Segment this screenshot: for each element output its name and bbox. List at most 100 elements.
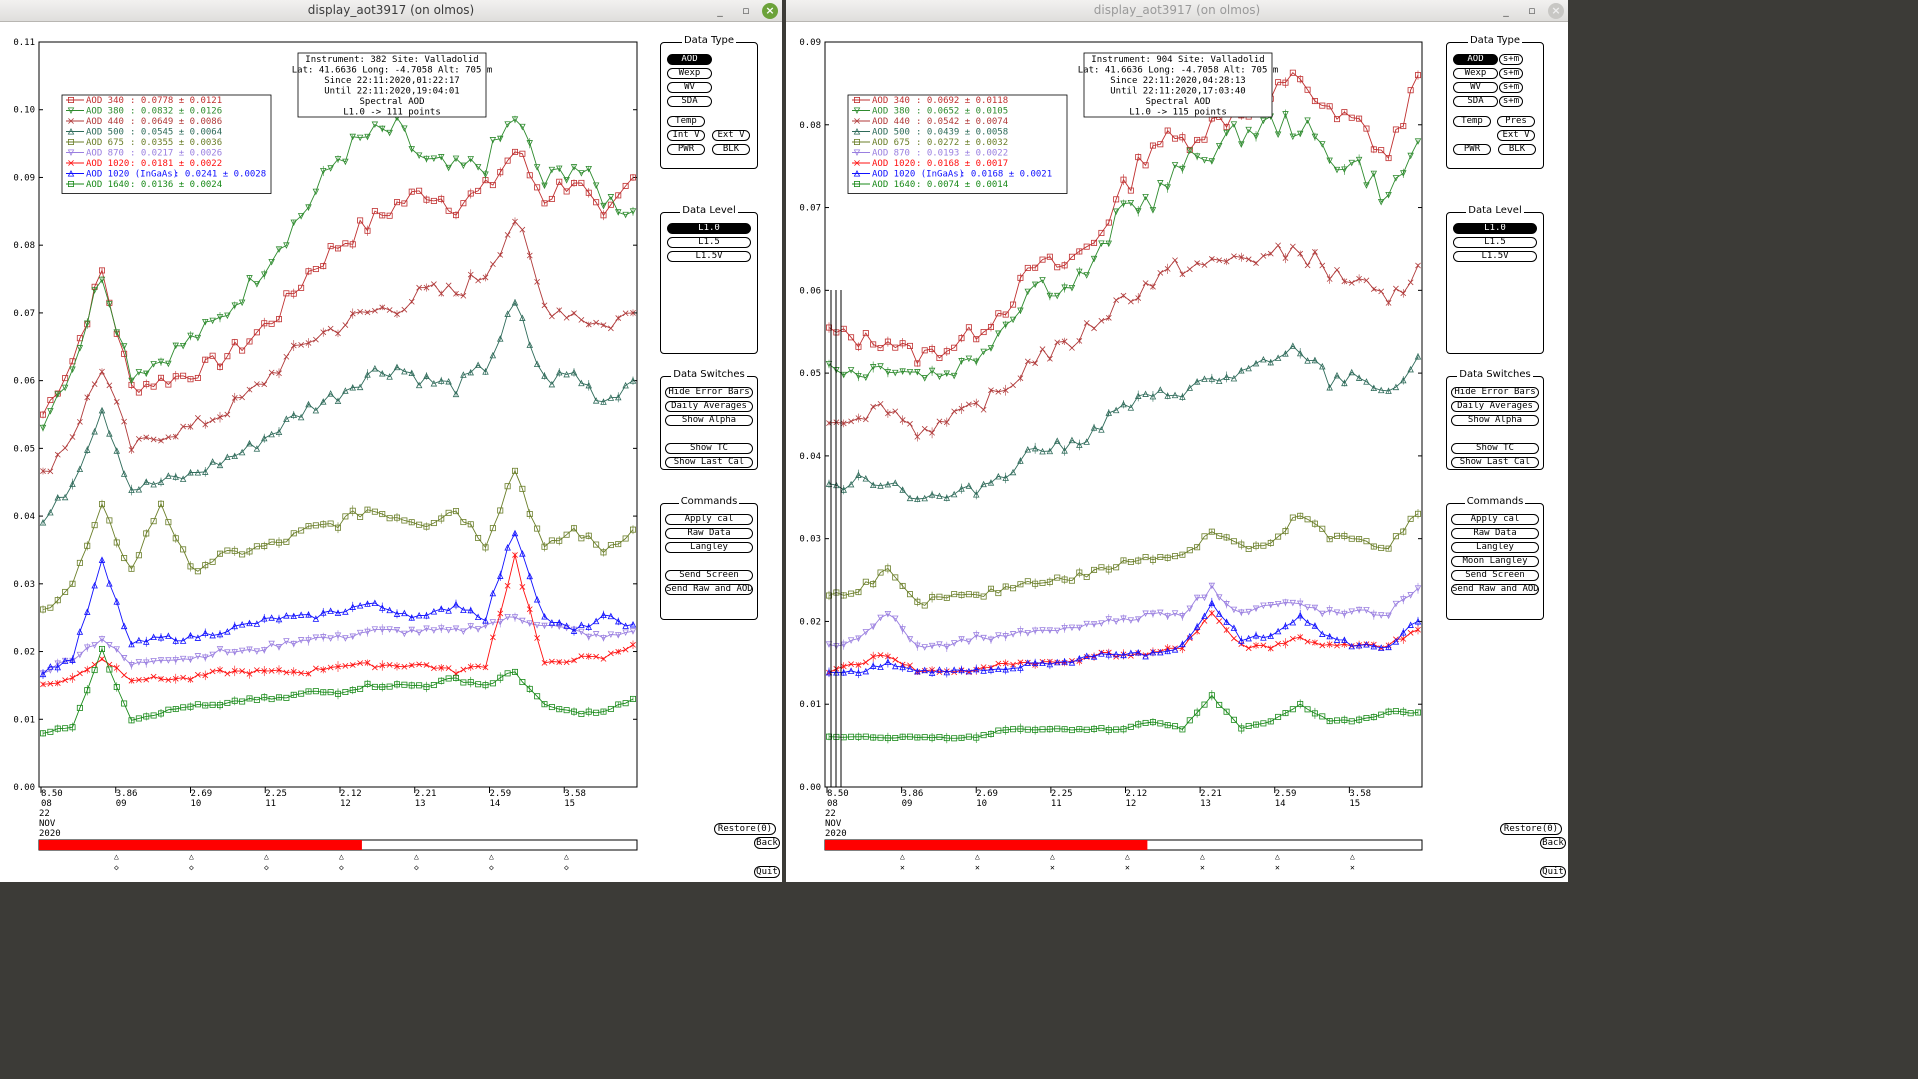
data-level-button[interactable]: L1.0 bbox=[667, 223, 751, 234]
data-level-button[interactable]: L1.5V bbox=[667, 251, 751, 262]
data-point bbox=[47, 680, 54, 687]
legend-value: : 0.0832 ± 0.0126 bbox=[130, 107, 222, 117]
pwr-button[interactable]: PWR bbox=[1453, 144, 1491, 155]
data-point bbox=[253, 696, 260, 703]
data-point bbox=[1009, 664, 1017, 672]
data-type-wv-button[interactable]: WV bbox=[1453, 82, 1498, 93]
data-type-wexp-button[interactable]: Wexp bbox=[667, 68, 712, 79]
data-point bbox=[995, 590, 1002, 597]
data-type-wexp-button[interactable]: Wexp bbox=[1453, 68, 1498, 79]
data-point bbox=[1201, 594, 1208, 602]
x-tick-label: 2.12 bbox=[340, 789, 362, 799]
temp-button[interactable]: Temp bbox=[1453, 116, 1491, 127]
data-type-aod-button[interactable]: AOD bbox=[1453, 54, 1498, 65]
quit-button[interactable]: Quit bbox=[754, 866, 780, 878]
data-level-button[interactable]: L1.5V bbox=[1453, 251, 1537, 262]
switch-button[interactable]: Daily Averages bbox=[1451, 401, 1539, 412]
data-point bbox=[995, 660, 1002, 667]
int-v-button[interactable]: Int V bbox=[667, 130, 705, 141]
command-button[interactable]: Send Raw and AOD bbox=[665, 584, 753, 595]
back-button[interactable]: Back bbox=[1540, 837, 1566, 849]
close-icon[interactable]: × bbox=[1548, 3, 1564, 19]
x-tick-label: 13 bbox=[1200, 799, 1211, 809]
command-button[interactable]: Send Screen bbox=[665, 570, 753, 581]
data-point bbox=[298, 527, 305, 534]
data-point bbox=[379, 212, 386, 219]
title-bar[interactable]: display_aot3917 (on olmos) _ ▫ × bbox=[0, 0, 782, 22]
pwr-button[interactable]: PWR bbox=[667, 144, 705, 155]
data-point bbox=[1260, 252, 1267, 259]
data-point bbox=[943, 494, 951, 501]
switch-button[interactable]: Hide Error Bars bbox=[665, 387, 753, 398]
sm-button[interactable]: s+m bbox=[1499, 96, 1523, 107]
switch-button[interactable]: Show TC bbox=[665, 443, 753, 454]
sm-button[interactable]: s+m bbox=[1499, 54, 1523, 65]
maximize-icon[interactable]: ▫ bbox=[742, 4, 750, 17]
data-point bbox=[1392, 126, 1399, 133]
data-point bbox=[91, 381, 98, 388]
restore-button[interactable]: Restore(0) bbox=[714, 823, 776, 835]
maximize-icon[interactable]: ▫ bbox=[1528, 4, 1536, 17]
blk-button[interactable]: BLK bbox=[712, 144, 750, 155]
command-button[interactable]: Raw Data bbox=[665, 528, 753, 539]
switch-button[interactable]: Show TC bbox=[1451, 443, 1539, 454]
sm-button[interactable]: s+m bbox=[1499, 68, 1523, 79]
data-point bbox=[224, 699, 231, 706]
data-point bbox=[335, 330, 341, 337]
switch-button[interactable]: Hide Error Bars bbox=[1451, 387, 1539, 398]
data-level-button[interactable]: L1.5 bbox=[667, 237, 751, 248]
title-bar[interactable]: display_aot3917 (on olmos) _ ▫ × bbox=[786, 0, 1568, 22]
data-point bbox=[1238, 541, 1245, 548]
restore-button[interactable]: Restore(0) bbox=[1500, 823, 1562, 835]
data-type-wv-button[interactable]: WV bbox=[667, 82, 712, 93]
command-button[interactable]: Moon Langley bbox=[1451, 556, 1539, 567]
data-point bbox=[951, 591, 958, 598]
data-type-sda-button[interactable]: SDA bbox=[1453, 96, 1498, 107]
aod-plot[interactable]: 0.000.010.020.030.040.050.060.070.080.09… bbox=[0, 22, 782, 882]
data-point bbox=[283, 290, 290, 297]
data-point bbox=[519, 123, 526, 131]
quit-button[interactable]: Quit bbox=[1540, 866, 1566, 878]
data-point bbox=[194, 374, 201, 381]
switch-button[interactable]: Show Alpha bbox=[665, 415, 753, 426]
data-point bbox=[1098, 240, 1105, 248]
switch-button[interactable]: Daily Averages bbox=[665, 401, 753, 412]
switch-button[interactable]: Show Last Cal bbox=[665, 457, 753, 468]
temp-button[interactable]: Temp bbox=[667, 116, 705, 127]
minimize-icon[interactable]: _ bbox=[1503, 4, 1509, 17]
data-point bbox=[600, 202, 607, 210]
blk-button[interactable]: BLK bbox=[1498, 144, 1536, 155]
data-level-button[interactable]: L1.5 bbox=[1453, 237, 1537, 248]
legend-value: : 0.0193 ± 0.0022 bbox=[916, 149, 1008, 159]
sm-button[interactable]: s+m bbox=[1499, 82, 1523, 93]
command-button[interactable]: Langley bbox=[665, 542, 753, 553]
aod-plot[interactable]: 0.000.010.020.030.040.050.060.070.080.09… bbox=[786, 22, 1568, 882]
command-button[interactable]: Apply cal bbox=[665, 514, 753, 525]
command-button[interactable]: Send Raw and AOD bbox=[1451, 584, 1539, 595]
command-button[interactable]: Send Screen bbox=[1451, 570, 1539, 581]
ext-v-button[interactable]: Ext V bbox=[712, 130, 750, 141]
data-point bbox=[965, 733, 972, 740]
data-point bbox=[936, 734, 943, 741]
data-point bbox=[423, 683, 430, 690]
switch-button[interactable]: Show Last Cal bbox=[1451, 457, 1539, 468]
pres-button[interactable]: Pres bbox=[1497, 116, 1535, 127]
command-button[interactable]: Apply cal bbox=[1451, 514, 1539, 525]
data-point bbox=[460, 666, 467, 673]
command-button[interactable]: Raw Data bbox=[1451, 528, 1539, 539]
data-point bbox=[907, 420, 913, 427]
close-icon[interactable]: × bbox=[762, 3, 778, 19]
data-point bbox=[393, 681, 400, 688]
ext-v-button[interactable]: Ext V bbox=[1497, 130, 1535, 141]
data-point bbox=[180, 423, 187, 430]
back-button[interactable]: Back bbox=[754, 837, 780, 849]
command-button[interactable]: Langley bbox=[1451, 542, 1539, 553]
minimize-icon[interactable]: _ bbox=[717, 4, 723, 17]
switch-button[interactable]: Show Alpha bbox=[1451, 415, 1539, 426]
data-level-button[interactable]: L1.0 bbox=[1453, 223, 1537, 234]
data-type-sda-button[interactable]: SDA bbox=[667, 96, 712, 107]
data-point bbox=[1267, 718, 1274, 725]
data-point bbox=[936, 418, 943, 425]
data-point bbox=[1231, 253, 1237, 260]
data-type-aod-button[interactable]: AOD bbox=[667, 54, 712, 65]
